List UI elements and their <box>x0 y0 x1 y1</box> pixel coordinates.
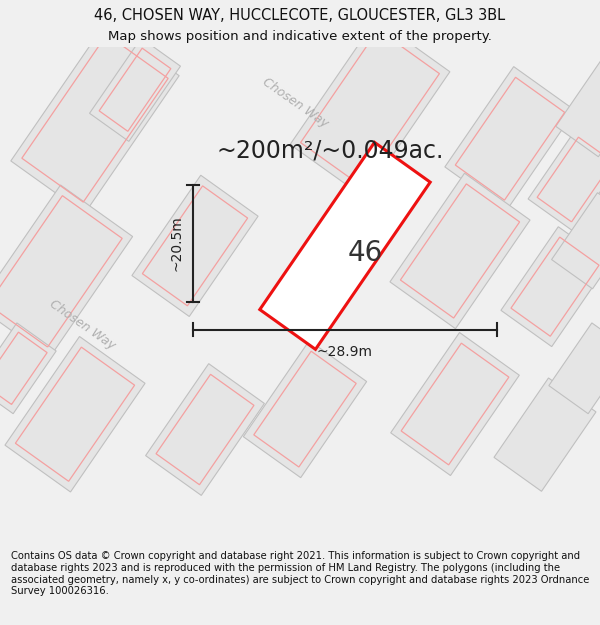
Text: 46: 46 <box>347 239 383 267</box>
Polygon shape <box>132 175 258 316</box>
Text: Contains OS data © Crown copyright and database right 2021. This information is : Contains OS data © Crown copyright and d… <box>11 551 589 596</box>
Polygon shape <box>549 323 600 414</box>
Polygon shape <box>556 59 600 157</box>
Polygon shape <box>260 142 430 349</box>
Polygon shape <box>528 128 600 231</box>
Polygon shape <box>494 378 596 491</box>
Polygon shape <box>501 227 600 347</box>
Text: Chosen Way: Chosen Way <box>47 297 118 352</box>
Polygon shape <box>244 341 367 478</box>
Text: ~20.5m: ~20.5m <box>169 216 183 271</box>
Polygon shape <box>5 336 145 492</box>
Polygon shape <box>89 38 181 141</box>
Text: Map shows position and indicative extent of the property.: Map shows position and indicative extent… <box>108 30 492 43</box>
Text: ~200m²/~0.049ac.: ~200m²/~0.049ac. <box>217 139 443 163</box>
Text: Chosen Way: Chosen Way <box>260 76 331 131</box>
Polygon shape <box>290 19 450 197</box>
Polygon shape <box>0 185 133 358</box>
Polygon shape <box>391 332 520 476</box>
Text: ~28.9m: ~28.9m <box>317 345 373 359</box>
Polygon shape <box>390 173 530 329</box>
Polygon shape <box>146 364 265 496</box>
Polygon shape <box>551 192 600 289</box>
Polygon shape <box>11 23 179 214</box>
Text: 46, CHOSEN WAY, HUCCLECOTE, GLOUCESTER, GL3 3BL: 46, CHOSEN WAY, HUCCLECOTE, GLOUCESTER, … <box>94 8 506 22</box>
Polygon shape <box>445 67 575 211</box>
Polygon shape <box>0 323 56 414</box>
